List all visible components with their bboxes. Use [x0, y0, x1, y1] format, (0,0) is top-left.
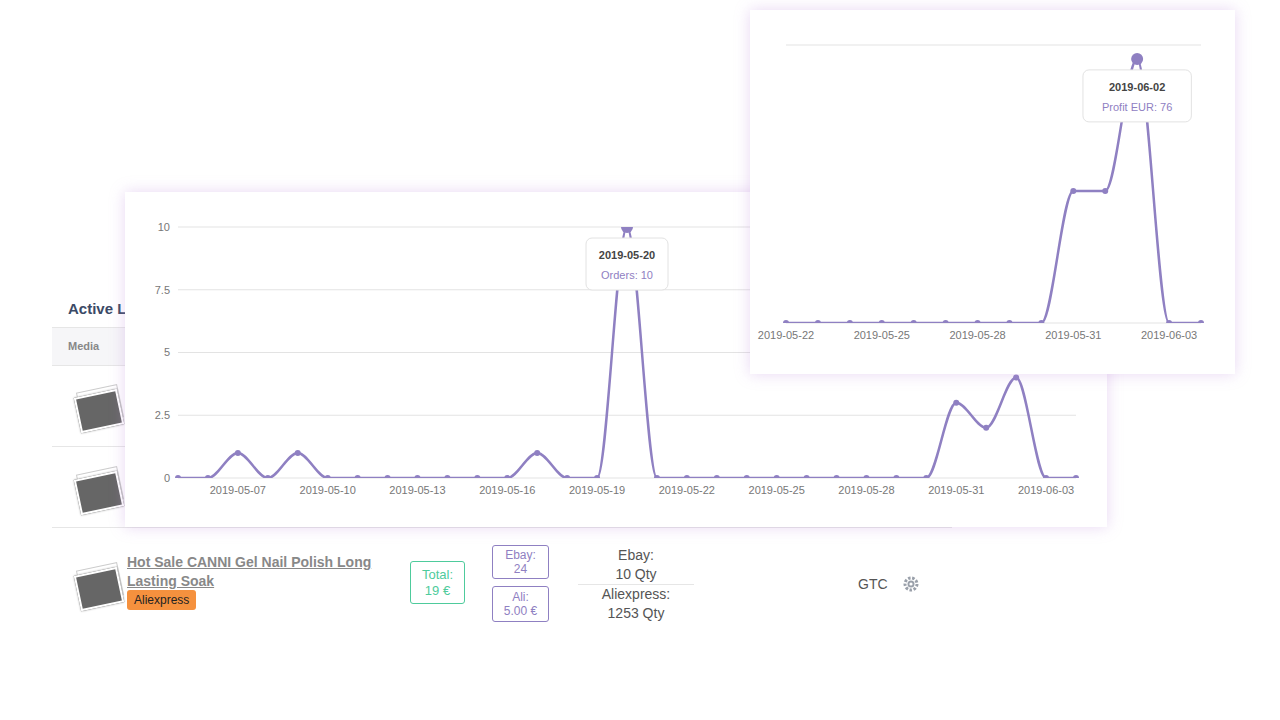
html-text:Ebay:: Ebay:: [618, 547, 654, 563]
html-text:Media: Media: [68, 340, 100, 352]
svg-text:2019-05-31: 2019-05-31: [1045, 329, 1101, 341]
svg-text:2019-05-10: 2019-05-10: [300, 484, 356, 496]
svg-text:2019-05-19: 2019-05-19: [569, 484, 625, 496]
svg-text:2019-05-20: 2019-05-20: [599, 249, 655, 261]
svg-text:5: 5: [164, 346, 170, 358]
svg-text:2019-05-16: 2019-05-16: [479, 484, 535, 496]
html-text:Hot Sale CANNI Gel Nail Polish: Hot Sale CANNI Gel Nail Polish Long Last…: [127, 554, 372, 589]
html-text:Total:: Total:: [422, 566, 453, 582]
svg-text:0: 0: [164, 472, 170, 484]
html-text:Aliexpress:: Aliexpress:: [601, 586, 671, 602]
svg-text:Profit EUR: 76: Profit EUR: 76: [1102, 101, 1172, 113]
svg-text:2.5: 2.5: [155, 409, 170, 421]
html-text:19 €: 19 €: [424, 582, 451, 598]
svg-text:2019-05-07: 2019-05-07: [210, 484, 266, 496]
html-text:Ebay:: Ebay:: [505, 547, 536, 562]
svg-text:7.5: 7.5: [155, 284, 170, 296]
html-text:10 Qty: 10 Qty: [615, 566, 657, 582]
html-text:Aliexpress: Aliexpress: [134, 593, 190, 607]
html-text:GTC: GTC: [858, 576, 888, 592]
svg-text:2019-05-28: 2019-05-28: [838, 484, 894, 496]
svg-text:2019-05-22: 2019-05-22: [758, 329, 814, 341]
svg-text:2019-05-25: 2019-05-25: [854, 329, 910, 341]
svg-text:2019-05-31: 2019-05-31: [928, 484, 984, 496]
html-text:5.00 €: 5.00 €: [503, 604, 538, 618]
html-text:24: 24: [513, 562, 528, 576]
svg-text:10: 10: [158, 221, 170, 233]
svg-text:2019-05-28: 2019-05-28: [949, 329, 1005, 341]
svg-text:2019-05-13: 2019-05-13: [389, 484, 445, 496]
svg-text:Orders: 10: Orders: 10: [601, 269, 653, 281]
svg-text:2019-06-02: 2019-06-02: [1109, 81, 1165, 93]
svg-text:2019-05-25: 2019-05-25: [749, 484, 805, 496]
html-text:Active L: Active L: [68, 300, 127, 317]
svg-text:2019-05-22: 2019-05-22: [659, 484, 715, 496]
svg-text:2019-06-03: 2019-06-03: [1018, 484, 1074, 496]
html-text:Ali:: Ali:: [512, 589, 529, 604]
svg-text:2019-06-03: 2019-06-03: [1141, 329, 1197, 341]
html-text:1253 Qty: 1253 Qty: [607, 605, 665, 621]
